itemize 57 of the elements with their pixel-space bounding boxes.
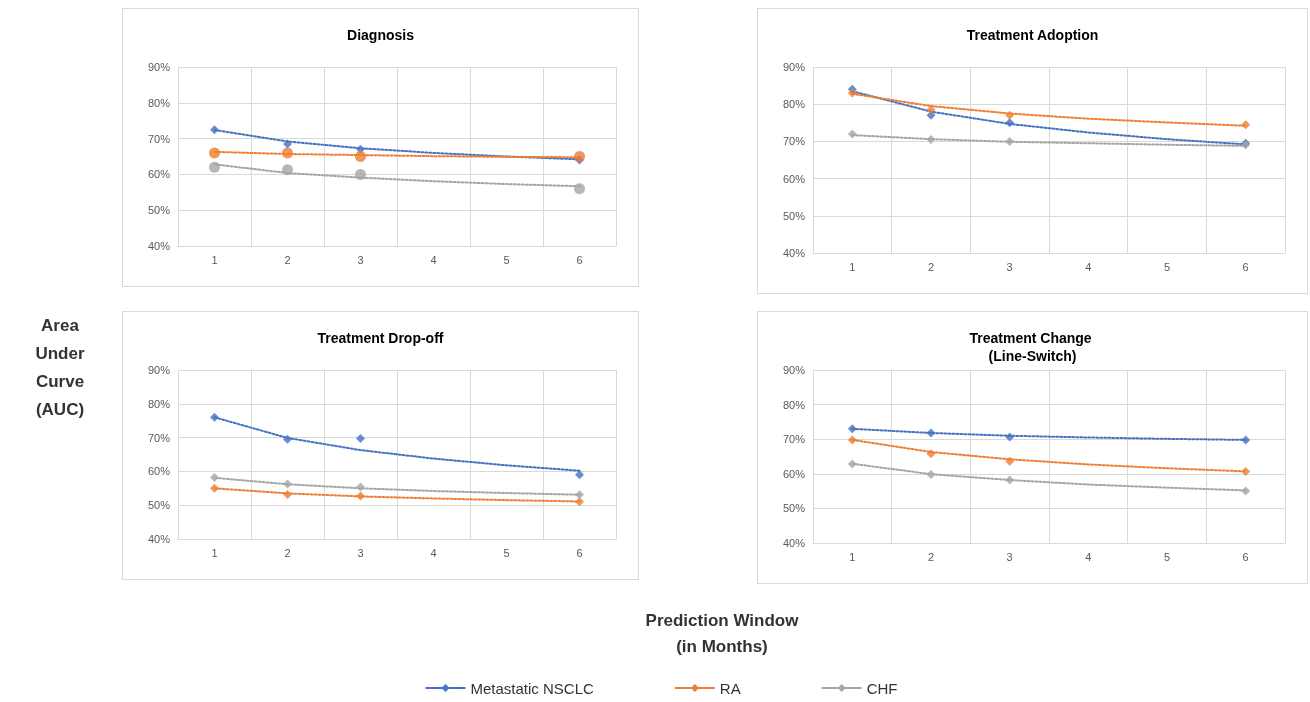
y-tick-label: 60% [782,467,806,480]
x-tick-label: 5 [1163,260,1171,273]
y-tick-label: 80% [782,98,806,111]
y-axis-title: Area Under Curve (AUC) [34,315,86,421]
y-tick-label: 50% [147,499,171,512]
x-tick-label: 4 [430,546,437,559]
y-tick-label: 80% [147,397,171,410]
y-tick-label: 60% [782,172,806,185]
x-tick-label: 3 [1006,260,1013,273]
x-tick-label: 3 [357,546,364,559]
y-tick-label: 40% [147,533,171,545]
x-tick-label: 6 [576,253,583,266]
y-tick-label: 70% [782,135,806,148]
x-tick-label: 6 [1242,550,1249,563]
y-tick-label: 80% [147,96,171,109]
x-tick-label: 4 [430,253,437,266]
y-tick-label: 70% [147,132,171,145]
x-tick-label: 5 [503,253,510,266]
x-tick-label: 2 [284,253,291,266]
y-tick-label: 40% [147,240,171,252]
y-tick-label: 90% [147,61,171,73]
y-tick-label: 50% [147,204,171,217]
legend-label: RA [719,679,741,697]
x-tick-label: 4 [1085,550,1092,563]
x-tick-label: 1 [849,550,856,563]
y-tick-label: 60% [147,465,171,478]
y-tick-label: 90% [782,61,806,73]
x-tick-label: 2 [927,260,935,273]
y-tick-label: 90% [782,364,806,376]
y-tick-label: 70% [147,431,171,444]
x-tick-label: 3 [1006,550,1013,563]
legend-label: CHF [866,679,898,697]
y-tick-label: 50% [782,209,806,222]
y-tick-label: 70% [782,433,806,446]
legend-label: Metastatic NSCLC [470,679,595,697]
chart-title: Treatment Adoption [966,27,1099,43]
x-tick-label: 6 [1242,260,1249,273]
y-tick-label: 80% [782,398,806,411]
x-tick-label: 5 [503,546,510,559]
y-tick-label: 40% [782,247,806,259]
chart-title: Treatment Change (Line-Switch) [969,330,1096,364]
x-tick-label: 2 [927,550,935,563]
y-tick-label: 90% [147,364,171,376]
x-tick-label: 1 [849,260,856,273]
x-tick-label: 4 [1085,260,1092,273]
chart-title: Treatment Drop-off [317,330,444,346]
x-tick-label: 5 [1163,550,1171,563]
y-tick-label: 50% [782,502,806,515]
x-tick-label: 6 [576,546,583,559]
x-tick-label: 2 [284,546,291,559]
y-tick-label: 40% [782,537,806,549]
x-tick-label: 1 [211,253,218,266]
x-tick-label: 1 [211,546,218,559]
x-tick-label: 3 [357,253,364,266]
y-tick-label: 60% [147,168,171,181]
x-axis-title: Prediction Window (in Months) [644,610,800,658]
chart-title: Diagnosis [347,27,415,43]
